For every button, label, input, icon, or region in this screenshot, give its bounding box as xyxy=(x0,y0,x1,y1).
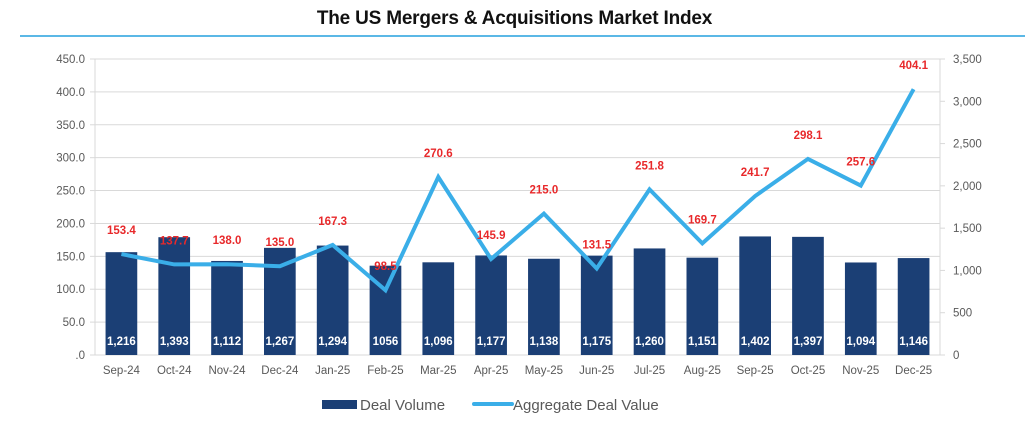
x-axis-tick-label: Nov-24 xyxy=(208,365,246,377)
bar xyxy=(686,257,719,355)
line-data-label: 98.5 xyxy=(374,261,397,273)
right-axis-tick-label: 2,000 xyxy=(953,181,982,193)
bar-data-label: 1,175 xyxy=(582,336,611,348)
right-axis-tick-label: 3,500 xyxy=(953,54,982,66)
bar xyxy=(211,260,243,355)
line-data-label: 241.7 xyxy=(741,167,770,179)
x-axis-tick-label: Dec-25 xyxy=(895,365,932,377)
left-axis-tick-label: 400.0 xyxy=(56,87,85,99)
legend-swatch-deal-volume xyxy=(322,400,357,409)
line-data-label: 298.1 xyxy=(794,130,823,142)
x-axis-tick-label: Nov-25 xyxy=(842,365,879,377)
x-axis-tick-label: Aug-25 xyxy=(684,365,721,377)
line-data-label: 251.8 xyxy=(635,160,664,172)
left-axis-tick-label: 350.0 xyxy=(56,120,85,132)
line-data-label: 270.6 xyxy=(424,148,453,160)
bar xyxy=(580,255,613,355)
bar xyxy=(158,237,191,355)
x-axis-tick-label: Sep-25 xyxy=(737,365,774,377)
line-data-label: 153.4 xyxy=(107,225,136,237)
x-axis-tick-label: Jul-25 xyxy=(634,365,665,377)
bar xyxy=(528,258,560,355)
bar xyxy=(316,245,349,355)
x-axis-tick-label: Dec-24 xyxy=(261,365,299,377)
line-data-label: 257.6 xyxy=(846,157,875,169)
line-data-label: 167.3 xyxy=(318,216,347,228)
bar-data-label: 1,393 xyxy=(160,336,189,348)
line-data-label: 135.0 xyxy=(265,237,294,249)
bar-data-label: 1,267 xyxy=(265,336,294,348)
bar xyxy=(105,252,138,355)
right-axis-tick-label: 2,500 xyxy=(953,139,982,151)
line-data-label: 138.0 xyxy=(213,235,242,247)
legend-label-aggregate-deal-value: Aggregate Deal Value xyxy=(513,397,659,414)
bar xyxy=(422,262,455,355)
data-labels: 1,216 1,393 1,112 1,267 1,294 1056 1,096 1,177 1… xyxy=(107,60,929,348)
left-axis-tick-label: 200.0 xyxy=(56,218,85,230)
legend-label-deal-volume: Deal Volume xyxy=(360,397,445,414)
bar xyxy=(792,236,824,355)
legend: Deal Volume Aggregate Deal Value xyxy=(322,397,659,414)
left-axis-tick-label: 450.0 xyxy=(56,54,85,66)
line-data-label: 169.7 xyxy=(688,214,717,226)
x-axis-tick-label: Feb-25 xyxy=(367,365,403,377)
bar-data-label: 1,138 xyxy=(530,336,559,348)
bar-data-label: 1,094 xyxy=(846,336,875,348)
x-axis-tick-label: Jun-25 xyxy=(579,365,614,377)
right-axis-tick-label: 0 xyxy=(953,350,959,362)
x-axis-tick-label: Sep-24 xyxy=(103,365,141,377)
bar-data-label: 1,294 xyxy=(318,336,347,348)
series-line xyxy=(121,88,916,294)
right-axis-tick-label: 3,000 xyxy=(953,96,982,108)
bar-data-label: 1,177 xyxy=(477,336,506,348)
line-data-label: 131.5 xyxy=(582,240,611,252)
bar-data-label: 1,112 xyxy=(213,336,241,348)
line-data-label: 137.7 xyxy=(160,235,189,247)
left-axis-tick-label: 150.0 xyxy=(56,251,85,263)
right-axis-tick-label: 1,500 xyxy=(953,223,982,235)
right-axis-tick-label: 500 xyxy=(953,308,972,320)
x-axis-tick-label: Jan-25 xyxy=(315,365,350,377)
bar xyxy=(897,258,930,355)
chart-title: The US Mergers & Acquisitions Market Ind… xyxy=(316,8,713,29)
left-axis-tick-label: 300.0 xyxy=(56,153,85,165)
x-axis-tick-label: May-25 xyxy=(525,365,563,377)
x-axis-tick-label: Apr-25 xyxy=(474,365,509,377)
bar-data-label: 1,216 xyxy=(107,336,136,348)
left-axis-tick-label: 100.0 xyxy=(56,284,85,296)
left-axis-tick-label: 250.0 xyxy=(56,186,85,198)
bar xyxy=(739,236,771,355)
left-axis-tick-label: 50.0 xyxy=(63,317,85,329)
bar-data-label: 1,146 xyxy=(899,336,928,348)
line-data-label: 215.0 xyxy=(530,185,559,197)
bar-data-label: 1,096 xyxy=(424,336,453,348)
axes: .0 50.0 100.0 150.0 200.0 250.0 300.0 350.0 400.… xyxy=(56,54,982,377)
bar xyxy=(844,262,877,355)
bar-data-label: 1,402 xyxy=(741,336,770,348)
x-axis-tick-label: Mar-25 xyxy=(420,365,456,377)
line-data-label: 404.1 xyxy=(899,60,928,72)
right-axis-tick-label: 1,000 xyxy=(953,265,982,277)
bar-data-label: 1,151 xyxy=(688,336,717,348)
title-divider xyxy=(20,35,1025,37)
bar xyxy=(475,255,507,355)
bar-data-label: 1,397 xyxy=(794,336,823,348)
bar-data-label: 1056 xyxy=(373,336,399,348)
line-data-label: 145.9 xyxy=(477,230,506,242)
line-series-aggregate-deal-value xyxy=(121,88,916,294)
bar-data-label: 1,260 xyxy=(635,336,664,348)
bars-series-deal-volume xyxy=(105,236,930,355)
x-axis-tick-label: Oct-24 xyxy=(157,365,192,377)
bar xyxy=(633,248,666,355)
left-axis-tick-label: .0 xyxy=(75,350,85,362)
x-axis-tick-label: Oct-25 xyxy=(791,365,826,377)
